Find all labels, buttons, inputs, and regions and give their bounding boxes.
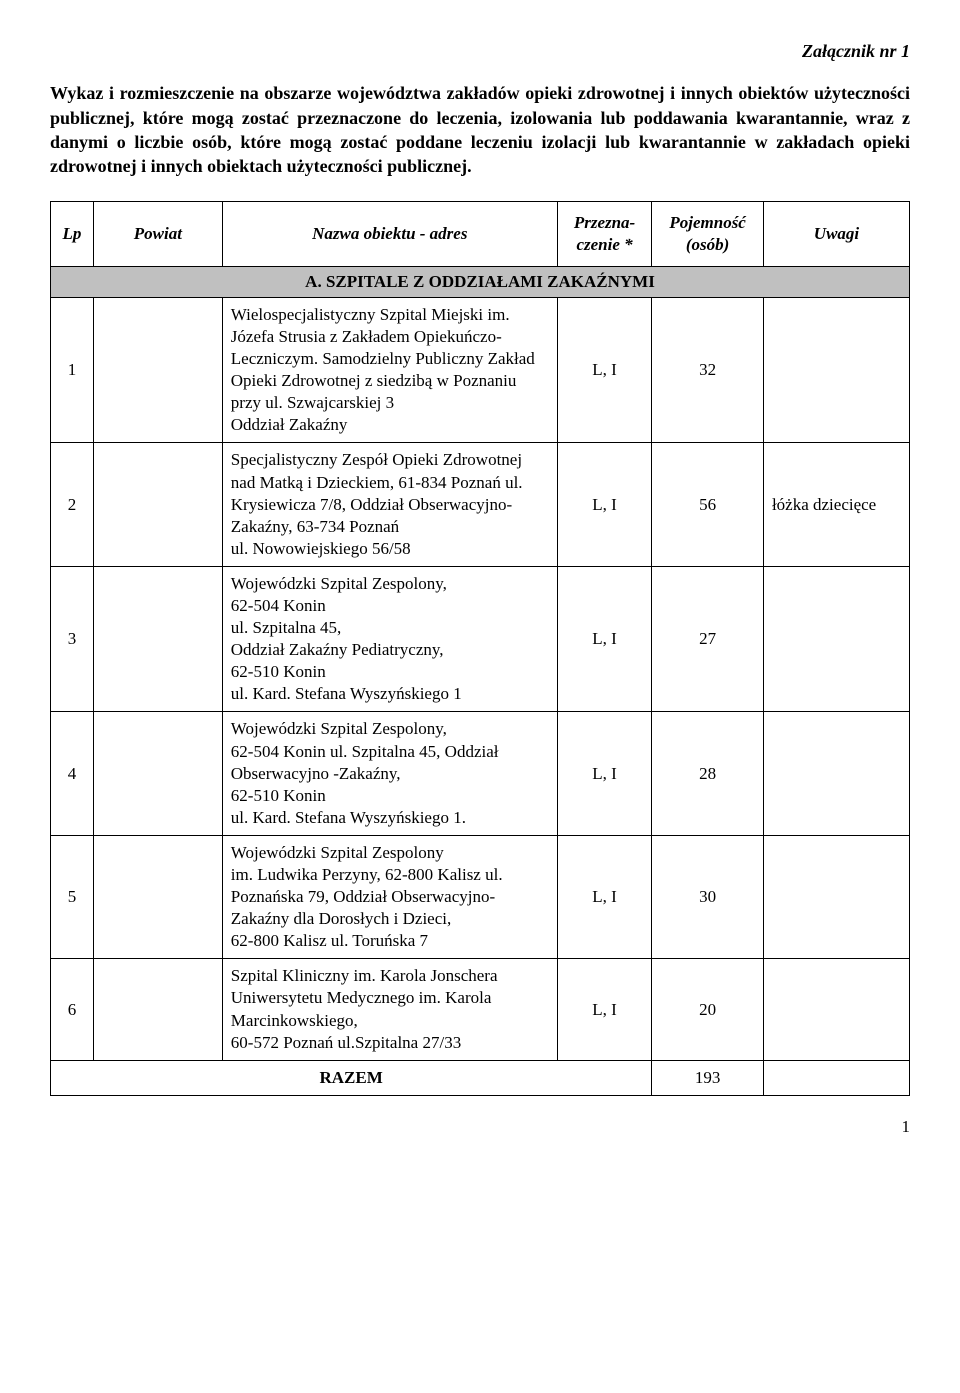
total-row: RAZEM193 bbox=[51, 1060, 910, 1095]
cell-uwagi bbox=[763, 566, 909, 712]
cell-nazwa: Szpital Kliniczny im. Karola Jonschera U… bbox=[222, 959, 557, 1060]
total-label: RAZEM bbox=[51, 1060, 652, 1095]
cell-pojemnosc: 20 bbox=[652, 959, 764, 1060]
total-value: 193 bbox=[652, 1060, 764, 1095]
table-row: 2 Specjalistyczny Zespół Opieki Zdrowotne… bbox=[51, 443, 910, 566]
cell-przeznaczenie: L, I bbox=[557, 443, 651, 566]
table-row: 6 Szpital Kliniczny im. Karola Jonschera … bbox=[51, 959, 910, 1060]
cell-lp: 5 bbox=[51, 835, 94, 958]
table-row: 5 Wojewódzki Szpital Zespolonyim. Ludwika… bbox=[51, 835, 910, 958]
cell-uwagi bbox=[763, 959, 909, 1060]
cell-uwagi: łóżka dziecięce bbox=[763, 443, 909, 566]
cell-przeznaczenie: L, I bbox=[557, 566, 651, 712]
cell-pojemnosc: 28 bbox=[652, 712, 764, 835]
col-uwagi: Uwagi bbox=[763, 201, 909, 266]
facilities-table: Lp Powiat Nazwa obiektu - adres Przezna-… bbox=[50, 201, 910, 1096]
cell-pojemnosc: 32 bbox=[652, 297, 764, 443]
cell-uwagi bbox=[763, 297, 909, 443]
attachment-label: Załącznik nr 1 bbox=[50, 40, 910, 63]
cell-pojemnosc: 30 bbox=[652, 835, 764, 958]
cell-lp: 3 bbox=[51, 566, 94, 712]
intro-paragraph: Wykaz i rozmieszczenie na obszarze wojew… bbox=[50, 81, 910, 178]
table-row: 4 Wojewódzki Szpital Zespolony,62-504 Kon… bbox=[51, 712, 910, 835]
cell-lp: 4 bbox=[51, 712, 94, 835]
cell-nazwa: Wojewódzki Szpital Zespolonyim. Ludwika … bbox=[222, 835, 557, 958]
cell-przeznaczenie: L, I bbox=[557, 712, 651, 835]
section-header-row: A. SZPITALE Z ODDZIAŁAMI ZAKAŹNYMI bbox=[51, 266, 910, 297]
cell-lp: 1 bbox=[51, 297, 94, 443]
cell-nazwa: Wojewódzki Szpital Zespolony,62-504 Koni… bbox=[222, 712, 557, 835]
cell-nazwa: Specjalistyczny Zespół Opieki Zdrowotnej… bbox=[222, 443, 557, 566]
cell-uwagi bbox=[763, 835, 909, 958]
col-pojemnosc: Pojemność(osób) bbox=[652, 201, 764, 266]
cell-przeznaczenie: L, I bbox=[557, 959, 651, 1060]
table-row: 1 Wielospecjalistyczny Szpital Miejski im… bbox=[51, 297, 910, 443]
col-przeznaczenie: Przezna-czenie * bbox=[557, 201, 651, 266]
cell-pojemnosc: 27 bbox=[652, 566, 764, 712]
cell-powiat bbox=[93, 443, 222, 566]
page-number: 1 bbox=[50, 1116, 910, 1138]
cell-powiat bbox=[93, 712, 222, 835]
cell-nazwa: Wielospecjalistyczny Szpital Miejski im.… bbox=[222, 297, 557, 443]
cell-przeznaczenie: L, I bbox=[557, 297, 651, 443]
section-header: A. SZPITALE Z ODDZIAŁAMI ZAKAŹNYMI bbox=[51, 266, 910, 297]
cell-nazwa: Wojewódzki Szpital Zespolony,62-504 Koni… bbox=[222, 566, 557, 712]
cell-powiat bbox=[93, 959, 222, 1060]
table-row: 3 Wojewódzki Szpital Zespolony,62-504 Kon… bbox=[51, 566, 910, 712]
cell-pojemnosc: 56 bbox=[652, 443, 764, 566]
total-uwagi bbox=[763, 1060, 909, 1095]
cell-powiat bbox=[93, 297, 222, 443]
col-lp: Lp bbox=[51, 201, 94, 266]
cell-przeznaczenie: L, I bbox=[557, 835, 651, 958]
cell-uwagi bbox=[763, 712, 909, 835]
cell-powiat bbox=[93, 566, 222, 712]
col-nazwa: Nazwa obiektu - adres bbox=[222, 201, 557, 266]
cell-lp: 6 bbox=[51, 959, 94, 1060]
table-header-row: Lp Powiat Nazwa obiektu - adres Przezna-… bbox=[51, 201, 910, 266]
cell-powiat bbox=[93, 835, 222, 958]
col-powiat: Powiat bbox=[93, 201, 222, 266]
cell-lp: 2 bbox=[51, 443, 94, 566]
